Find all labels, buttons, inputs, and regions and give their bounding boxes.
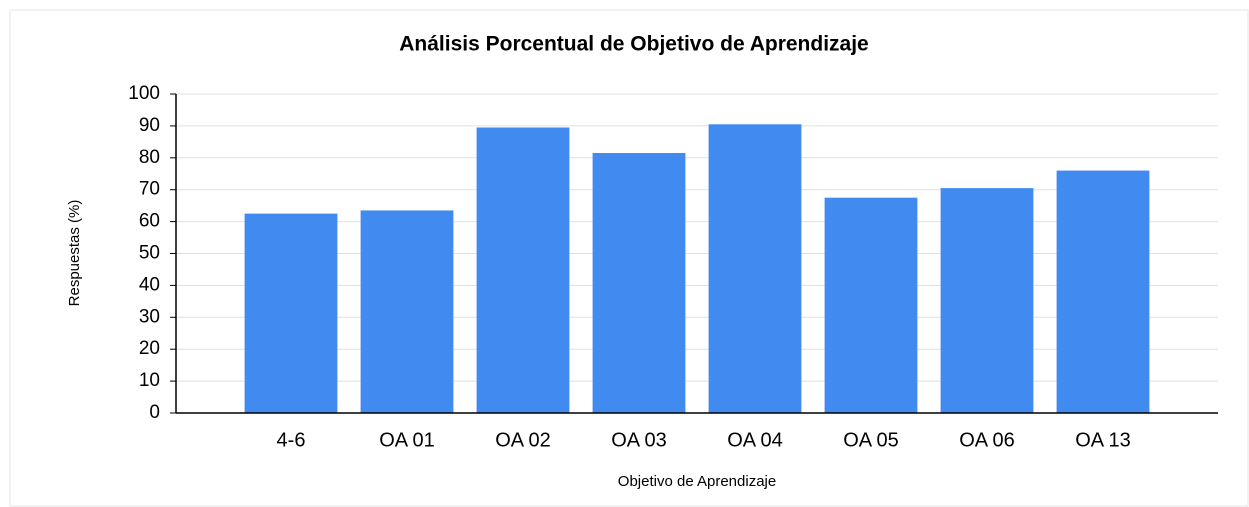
y-tick-label: 20 [139, 338, 160, 359]
bar [360, 210, 454, 413]
x-tick-label: 4-6 [277, 429, 306, 451]
bar [940, 188, 1034, 413]
y-tick-label: 70 [139, 179, 160, 200]
x-tick-label: OA 05 [843, 429, 899, 451]
x-axis-label: Objetivo de Aprendizaje [618, 473, 776, 490]
frame [9, 9, 1249, 507]
x-tick-label: OA 13 [1075, 429, 1131, 451]
y-tick-label: 10 [139, 370, 160, 391]
x-tick-label: OA 02 [495, 429, 551, 451]
bar [1056, 170, 1150, 413]
y-tick-label: 30 [139, 306, 160, 327]
x-tick-label: OA 03 [611, 429, 667, 451]
bar [824, 197, 918, 413]
y-tick-label: 50 [139, 243, 160, 264]
bar [708, 124, 802, 414]
x-tick-label: OA 04 [727, 429, 783, 451]
x-tick-label: OA 01 [379, 429, 435, 451]
x-tick-label: OA 06 [959, 429, 1015, 451]
y-tick-label: 90 [139, 115, 160, 136]
bar [476, 127, 570, 414]
bar [592, 153, 686, 413]
y-tick-label: 80 [139, 147, 160, 168]
chart-title: Análisis Porcentual de Objetivo de Apren… [399, 33, 869, 56]
y-tick-label: 60 [139, 211, 160, 232]
bar [244, 213, 338, 413]
y-tick-label: 100 [128, 83, 160, 104]
y-tick-label: 40 [139, 274, 160, 295]
y-axis-label: Respuestas (%) [66, 200, 83, 307]
y-tick-label: 0 [149, 402, 160, 423]
